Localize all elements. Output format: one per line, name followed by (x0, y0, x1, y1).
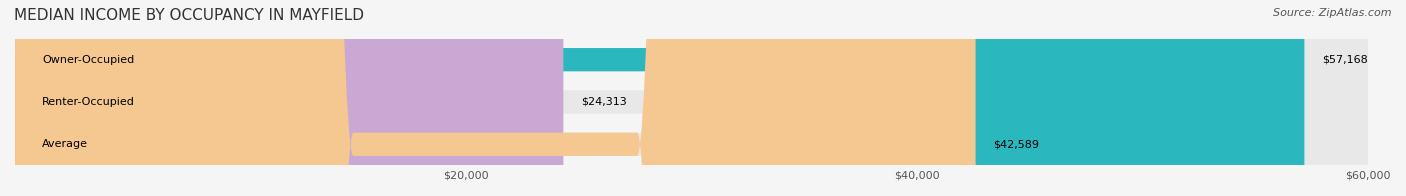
Text: Source: ZipAtlas.com: Source: ZipAtlas.com (1274, 8, 1392, 18)
FancyBboxPatch shape (15, 0, 1368, 196)
FancyBboxPatch shape (15, 0, 564, 196)
Text: Owner-Occupied: Owner-Occupied (42, 55, 135, 65)
Text: $24,313: $24,313 (582, 97, 627, 107)
FancyBboxPatch shape (15, 0, 1368, 196)
Text: Renter-Occupied: Renter-Occupied (42, 97, 135, 107)
Text: $57,168: $57,168 (1323, 55, 1368, 65)
Text: MEDIAN INCOME BY OCCUPANCY IN MAYFIELD: MEDIAN INCOME BY OCCUPANCY IN MAYFIELD (14, 8, 364, 23)
FancyBboxPatch shape (15, 0, 976, 196)
FancyBboxPatch shape (15, 0, 1305, 196)
FancyBboxPatch shape (15, 0, 1368, 196)
Text: Average: Average (42, 139, 89, 149)
Text: $42,589: $42,589 (994, 139, 1039, 149)
